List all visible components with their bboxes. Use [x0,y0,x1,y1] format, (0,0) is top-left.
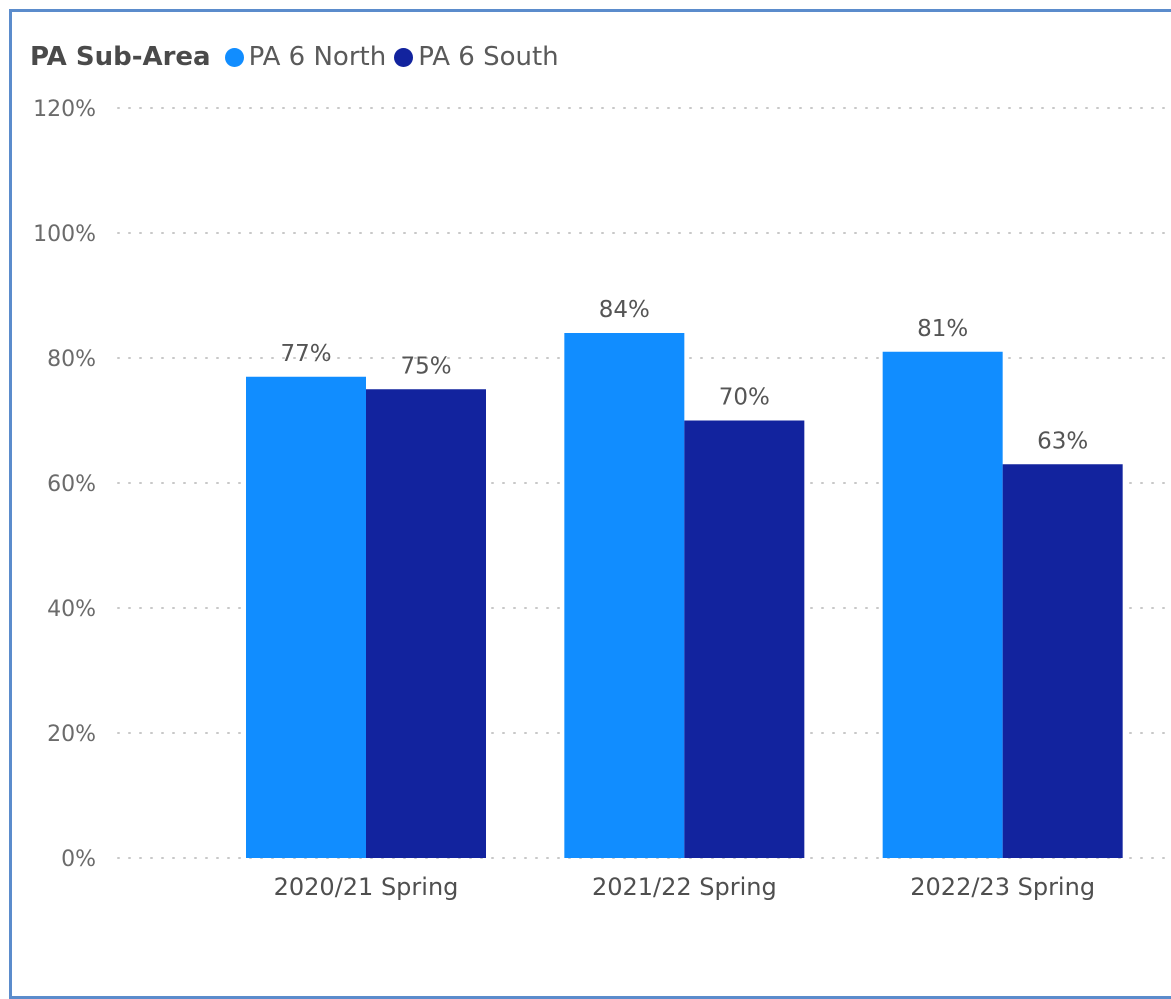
bar-south [366,389,486,858]
x-category-label: 2022/23 Spring [910,873,1095,901]
legend-marker-south [394,47,414,67]
bar-north [564,333,685,858]
x-category-label: 2020/21 Spring [274,873,459,901]
y-tick-label: 80% [47,347,96,372]
legend-marker-north [224,47,244,67]
y-tick-label: 0% [61,847,96,872]
data-label: 75% [400,353,451,379]
data-label: 63% [1037,428,1088,454]
legend-label-south: PA 6 South [418,42,559,72]
legend-item-south[interactable]: PA 6 South [394,42,559,72]
y-tick-label: 120% [33,97,96,122]
y-tick-label: 40% [47,597,96,622]
bar-south [1002,464,1123,858]
y-tick-label: 20% [47,722,96,747]
data-label: 77% [280,341,331,367]
bar-north [882,351,1003,858]
data-label: 70% [719,385,770,411]
legend-label-north: PA 6 North [248,42,387,72]
bar-south [684,420,805,858]
y-tick-label: 60% [47,472,96,497]
y-tick-label: 100% [33,222,96,247]
data-label: 81% [917,316,968,342]
legend-item-north[interactable]: PA 6 North [224,42,387,72]
x-category-label: 2021/22 Spring [592,873,777,901]
bar-north [246,376,366,858]
legend-title: PA Sub-Area [30,42,211,72]
data-label: 84% [599,297,650,323]
legend: PA Sub-Area PA 6 North PA 6 South [30,40,567,74]
